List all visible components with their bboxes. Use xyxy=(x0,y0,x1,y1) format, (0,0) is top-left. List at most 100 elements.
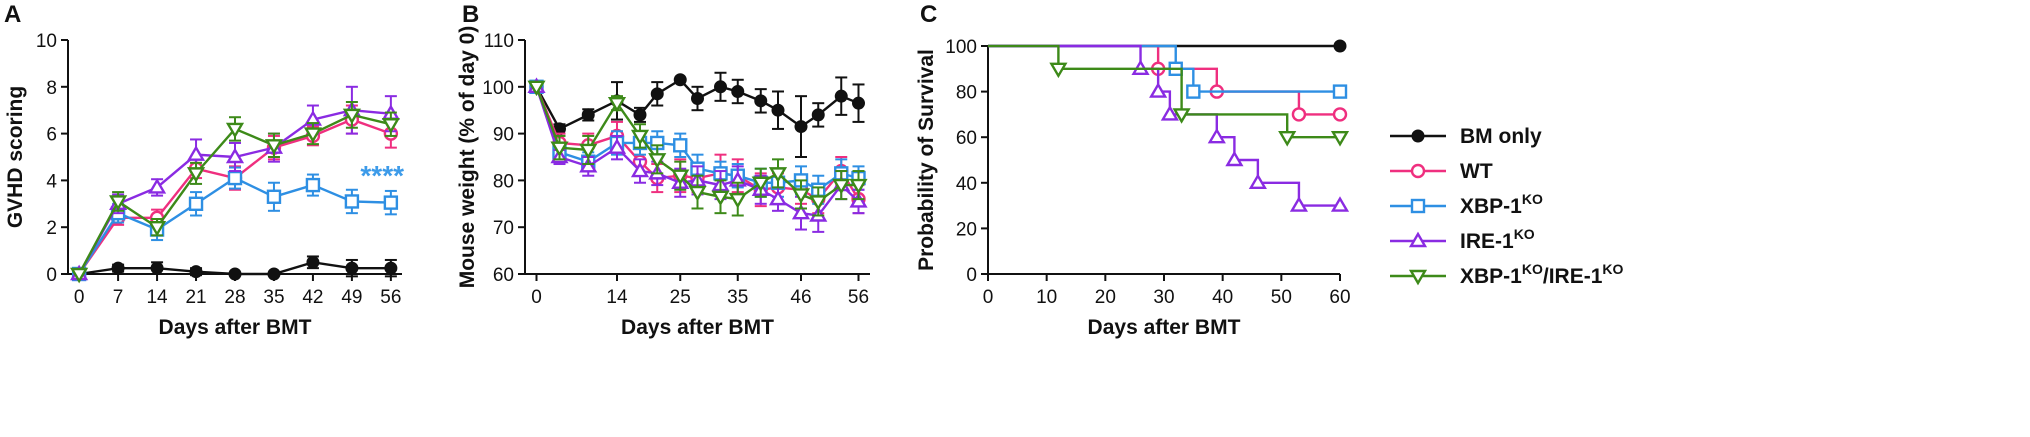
y-tick-label: 2 xyxy=(46,218,57,239)
legend-marker xyxy=(1410,198,1426,214)
survival-step-line xyxy=(988,44,1340,93)
y-tick-label: 0 xyxy=(46,265,57,286)
y-axis-label: Mouse weight (% of day 0) xyxy=(456,26,479,289)
y-tick-label: 100 xyxy=(945,37,977,58)
y-tick-label: 8 xyxy=(46,78,57,99)
data-point xyxy=(711,190,730,207)
legend-label: WT xyxy=(1460,160,1493,183)
x-tick-label: 14 xyxy=(146,287,168,308)
x-tick-label: 30 xyxy=(1153,287,1174,308)
data-point xyxy=(691,92,704,105)
series-bm_only xyxy=(72,255,398,281)
series-double xyxy=(70,101,400,284)
x-tick-label: 60 xyxy=(1329,287,1350,308)
data-point xyxy=(1225,150,1244,167)
data-point xyxy=(384,261,398,275)
data-point xyxy=(607,138,627,154)
data-point xyxy=(1333,39,1347,53)
legend-item-wt: WT xyxy=(1390,160,1493,183)
series-line xyxy=(535,86,860,217)
data-point xyxy=(771,103,785,117)
data-point xyxy=(381,118,400,134)
y-tick-label: 20 xyxy=(956,219,977,240)
x-tick-label: 21 xyxy=(185,287,206,308)
survival-step-line xyxy=(988,44,1340,116)
data-point xyxy=(225,147,245,164)
x-tick-label: 0 xyxy=(531,287,542,308)
legend-label-text: XBP-1 xyxy=(1460,195,1522,218)
data-point xyxy=(1330,196,1350,212)
series-double xyxy=(527,80,868,217)
y-tick-label: 90 xyxy=(493,125,514,146)
x-tick-label: 28 xyxy=(224,287,245,308)
data-point xyxy=(306,255,320,269)
data-point xyxy=(383,195,399,210)
panel-letter: A xyxy=(4,1,21,28)
data-point xyxy=(673,73,687,87)
legend-label-text: WT xyxy=(1460,160,1493,183)
data-point xyxy=(305,177,321,193)
legend-label-text: /IRE-1 xyxy=(1543,265,1603,288)
data-point xyxy=(188,196,204,212)
legend-item-xbp: XBP-1KO xyxy=(1390,191,1543,218)
series-line xyxy=(535,86,860,201)
y-tick-label: 60 xyxy=(493,265,514,286)
data-point xyxy=(794,120,808,134)
data-point xyxy=(1207,127,1226,144)
data-point xyxy=(1186,84,1201,99)
data-point xyxy=(581,108,595,122)
data-point xyxy=(834,89,848,103)
data-point xyxy=(688,185,707,202)
x-tick-label: 25 xyxy=(670,287,691,308)
data-point xyxy=(849,192,868,208)
y-tick-label: 60 xyxy=(956,128,977,149)
y-tick-label: 4 xyxy=(46,171,57,192)
data-point xyxy=(267,267,281,281)
data-point xyxy=(811,108,825,122)
data-point xyxy=(527,80,546,97)
x-tick-label: 0 xyxy=(983,287,994,308)
x-tick-label: 42 xyxy=(302,287,323,308)
legend-marker xyxy=(1411,129,1425,143)
data-point xyxy=(607,96,627,113)
x-tick-label: 46 xyxy=(790,287,811,308)
y-axis-label: Probability of Survival xyxy=(915,49,938,271)
data-point xyxy=(111,261,125,275)
data-point xyxy=(579,156,598,173)
data-point xyxy=(1049,62,1068,79)
x-tick-label: 7 xyxy=(113,287,124,308)
series-wt xyxy=(988,44,1348,122)
x-tick-label: 10 xyxy=(1036,287,1057,308)
y-tick-label: 80 xyxy=(493,171,514,192)
series-line xyxy=(535,78,859,131)
series-line xyxy=(535,86,859,203)
y-tick-label: 110 xyxy=(484,31,514,52)
data-point xyxy=(303,127,323,143)
data-point xyxy=(1332,84,1348,99)
data-point xyxy=(768,189,788,206)
data-point xyxy=(189,265,203,279)
data-point xyxy=(768,167,788,183)
series-xbp xyxy=(988,44,1348,99)
x-tick-label: 0 xyxy=(74,287,85,308)
legend-marker xyxy=(1410,163,1426,179)
data-point xyxy=(650,87,664,101)
legend-item-double: XBP-1KO/IRE-1KO xyxy=(1390,261,1623,288)
x-tick-label: 35 xyxy=(727,287,748,308)
x-tick-label: 50 xyxy=(1271,287,1292,308)
legend-marker xyxy=(1408,231,1428,248)
data-point xyxy=(1330,130,1350,147)
y-tick-label: 70 xyxy=(493,218,514,239)
data-point xyxy=(342,108,361,125)
legend-item-ire: IRE-1KO xyxy=(1390,226,1535,253)
x-tick-label: 56 xyxy=(380,287,401,308)
data-point xyxy=(633,108,647,122)
data-point xyxy=(147,178,167,194)
data-point xyxy=(264,139,284,155)
legend-marker xyxy=(1408,269,1428,286)
data-point xyxy=(1172,108,1191,124)
data-point xyxy=(1289,196,1309,212)
data-point xyxy=(1248,173,1267,190)
legend-label-text: IRE-1 xyxy=(1460,230,1514,253)
